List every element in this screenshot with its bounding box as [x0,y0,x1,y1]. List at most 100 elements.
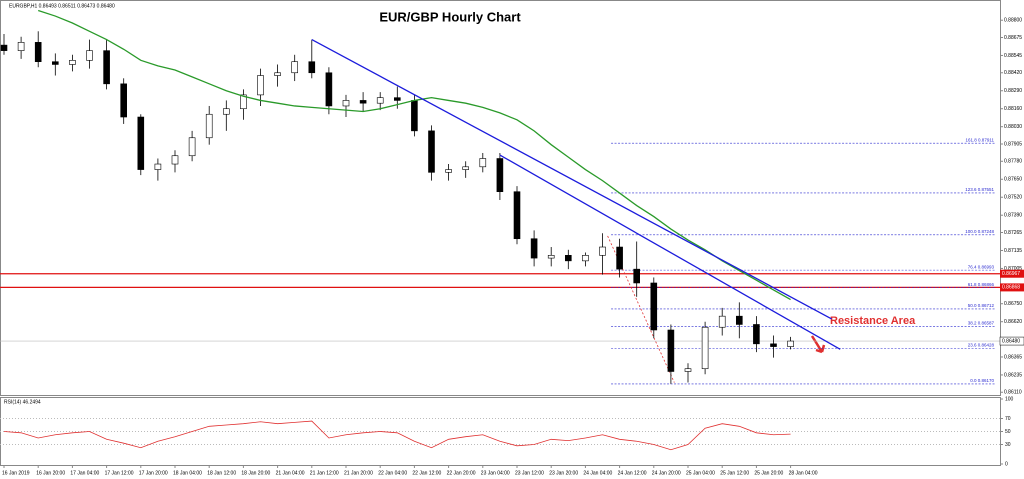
candle-body [787,340,794,347]
fib-label: 50.0 0.86712 [968,303,995,308]
candle-body [376,97,384,104]
rsi-line [3,420,791,451]
fib-label: 76.4 0.86993 [968,264,995,269]
y-tick-label: 0.87390 [1004,213,1022,219]
y-tick-label: 0.88030 [1004,124,1022,130]
candle-body [291,61,299,74]
candle-body [496,158,504,193]
candle-body [240,94,247,110]
current-price-label: 0.86480 [1002,338,1020,344]
x-tick-label: 25 Jan 20:00 [754,470,783,476]
y-tick-label: 0.87905 [1004,141,1022,147]
candle-body [154,163,162,170]
candle-body [547,255,555,259]
resistance-tag [1000,283,1024,292]
candle-body [667,329,675,372]
header: EURGBP,H1 0.86493 0.86511 0.86473 0.8648… [9,3,115,9]
candle-body [582,255,589,262]
candle-body [564,255,572,262]
candle-body [701,326,709,370]
x-tick-label: 17 Jan 12:00 [105,470,134,476]
rsi-tick-label: 50 [1005,429,1011,435]
candle-body [753,324,760,345]
candle-body [530,238,538,259]
resistance-tag [1000,269,1024,278]
fib-label: 0.0 0.86170 [970,378,994,383]
fib-label: 100.0 0.87248 [965,229,994,234]
x-tick-label: 23 Jan 12:00 [515,470,544,476]
x-tick-label: 17 Jan 20:00 [139,470,168,476]
candle-body [359,100,367,104]
x-tick-label: 25 Jan 12:00 [720,470,749,476]
candle-body [616,246,623,270]
fib-label: 123.6 0.87551 [965,187,994,192]
candle-body [171,155,179,165]
x-tick-label: 18 Jan 04:00 [173,470,202,476]
x-tick-label: 24 Jan 04:00 [583,470,612,476]
y-tick-label: 0.86235 [1004,372,1022,378]
swing-line [607,235,675,383]
candle-body [103,50,110,85]
y-tick-label: 0.86620 [1004,319,1022,325]
y-tick-label: 0.88290 [1004,88,1022,94]
candle-body [120,83,127,118]
rsi-tick-label: 100 [1005,396,1014,402]
candle-body [428,130,435,173]
candle-body [735,315,743,325]
y-tick-label: 0.88545 [1004,53,1022,59]
candle-body [86,50,93,61]
x-tick-label: 24 Jan 20:00 [652,470,681,476]
candle-body [599,246,606,256]
candle-body [770,343,777,347]
candle-body [342,100,350,107]
x-tick-label: 18 Jan 20:00 [241,470,270,476]
x-tick-label: 23 Jan 20:00 [549,470,578,476]
rsi-tick-label: 70 [1005,416,1011,422]
candle-body [325,72,333,107]
rsi-tick-label: 30 [1005,442,1011,448]
current-price-tag [999,336,1024,346]
y-tick-label: 0.87005 [1004,266,1022,272]
candle-body [69,60,76,65]
rsi-tick-label: 0 [1005,461,1008,467]
x-tick-label: 16 Jan 20:00 [36,470,65,476]
rsi-label: RSI(14) 46.2494 [4,399,41,405]
fib-label: 161.8 0.87911 [966,137,995,142]
y-tick-label: 0.88420 [1004,70,1022,76]
candle-body [718,315,726,328]
candle-body [513,191,521,240]
candle-body [51,61,59,65]
candle-body [411,100,418,132]
y-tick-label: 0.87780 [1004,159,1022,165]
trendline [311,39,832,320]
y-tick-label: 0.86110 [1004,390,1022,396]
candle-body [308,61,316,74]
x-tick-label: 28 Jan 04:00 [789,470,818,476]
y-tick-label: 0.87520 [1004,195,1022,201]
price-panel [0,0,1001,396]
candle-body [223,108,230,115]
x-tick-label: 21 Jan 04:00 [276,470,305,476]
candle-body [137,116,145,170]
resistance-label: 0.86967 [1002,271,1020,277]
candle-body [650,282,658,331]
candle-body [34,42,42,63]
candle-body [274,72,281,76]
candle-body [188,137,196,157]
y-tick-label: 0.88160 [1004,106,1022,112]
candle-body [0,44,8,51]
candle-body [17,42,25,51]
x-tick-label: 17 Jan 04:00 [70,470,99,476]
y-tick-label: 0.87650 [1004,177,1022,183]
x-tick-label: 22 Jan 12:00 [412,470,441,476]
candle-body [393,97,401,101]
candle-body [445,169,452,173]
y-tick-label: 0.86750 [1004,301,1022,307]
x-tick-label: 22 Jan 20:00 [447,470,476,476]
y-tick-label: 0.86365 [1004,354,1022,360]
moving-average [37,9,791,301]
x-tick-label: 16 Jan 2019 [2,470,30,476]
annotation: Resistance Area [830,315,916,327]
